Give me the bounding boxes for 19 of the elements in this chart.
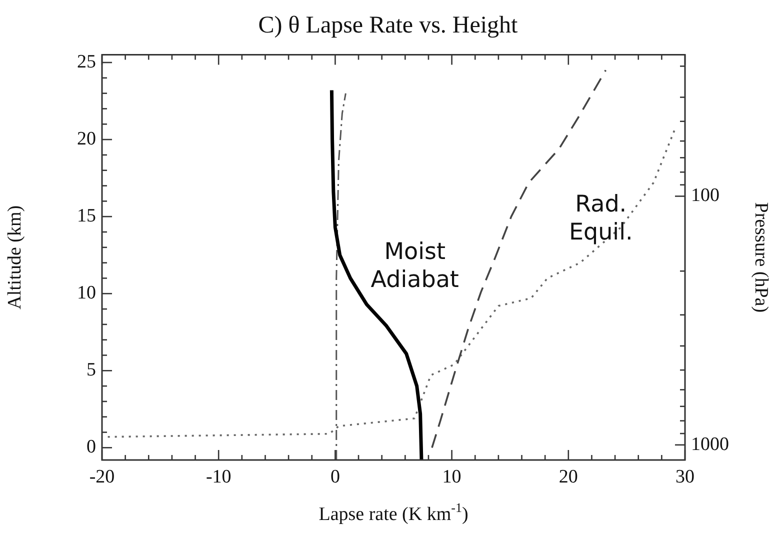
- y2-tick-label: 1000: [691, 434, 729, 455]
- y-tick-label: 5: [86, 360, 96, 381]
- chart-title: C) θ Lapse Rate vs. Height: [258, 12, 518, 39]
- y2-tick-label: 100: [691, 185, 720, 206]
- x-tick-label: 0: [330, 466, 340, 488]
- x-tick-label: -10: [206, 466, 232, 488]
- y-tick-label: 15: [77, 206, 96, 227]
- y-tick-label: 25: [77, 51, 96, 72]
- y-tick-label: 20: [77, 128, 96, 150]
- y-tick-label: 10: [77, 282, 96, 304]
- x-tick-label: 30: [676, 466, 694, 488]
- series-label: Rad. Equil.: [568, 191, 633, 246]
- y-tick-label: 0: [86, 436, 96, 458]
- y2-axis-title: Pressure (hPa): [750, 202, 772, 313]
- series-label: Moist Adiabat: [370, 239, 459, 294]
- x-tick-label: 20: [558, 466, 578, 488]
- x-tick-label: 10: [442, 466, 462, 488]
- x-tick-label: -20: [89, 466, 115, 488]
- y-axis-title: Altitude (km): [4, 205, 26, 310]
